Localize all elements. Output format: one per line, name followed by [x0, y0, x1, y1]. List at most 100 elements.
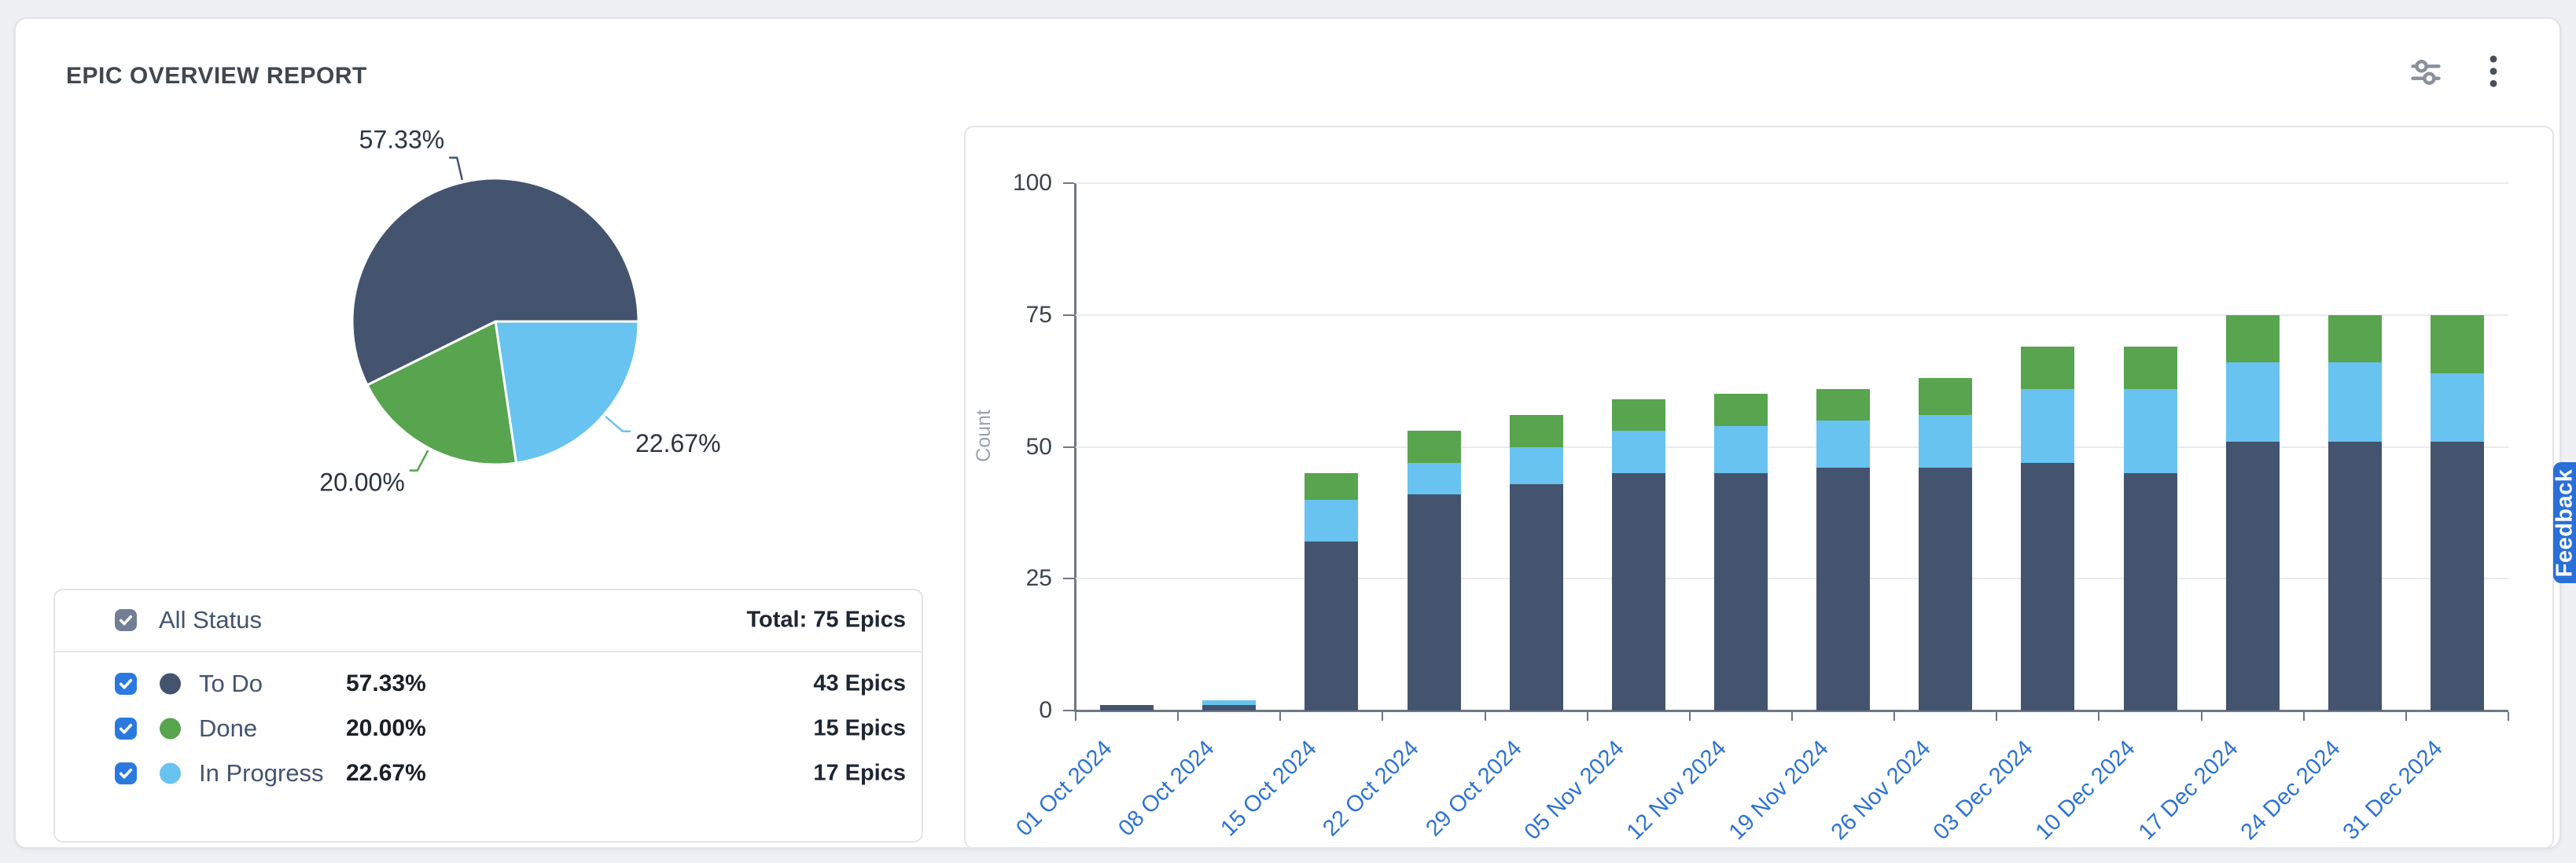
bar-segment-in-progress[interactable] [1509, 446, 1563, 484]
bar-segment-in-progress[interactable] [1919, 415, 1973, 468]
status-checkbox-in-progress[interactable] [115, 762, 137, 784]
y-axis-tick [1063, 578, 1074, 580]
legend-row-to-do[interactable]: To Do 57.33% 43 Epics [55, 661, 922, 706]
bar-segment-done[interactable] [2123, 347, 2177, 389]
feedback-button[interactable]: Feedback [2552, 462, 2576, 583]
feedback-label: Feedback [2552, 468, 2576, 577]
bar-26-nov-2024[interactable] [1919, 378, 1973, 711]
pie-chart: 22.67% 20.00% 57.33% [319, 126, 721, 497]
bar-05-nov-2024[interactable] [1611, 399, 1665, 711]
bar-segment-done[interactable] [1305, 473, 1359, 500]
bar-24-dec-2024[interactable] [2328, 314, 2382, 711]
bar-segment-to-do[interactable] [2225, 441, 2280, 711]
bar-segment-done[interactable] [2225, 314, 2280, 363]
y-axis-tick-label: 25 [1025, 565, 1052, 592]
bar-segment-done[interactable] [1713, 394, 1768, 426]
bar-19-nov-2024[interactable] [1816, 388, 1871, 711]
pie-percent-label: 22.67% [635, 429, 721, 457]
x-axis-tick [1586, 712, 1588, 721]
bar-segment-done[interactable] [1919, 378, 1973, 416]
bar-segment-in-progress[interactable] [1407, 462, 1461, 494]
status-label: To Do [199, 669, 263, 697]
bar-segment-in-progress[interactable] [2328, 362, 2382, 442]
x-axis-tick [1382, 712, 1384, 721]
bar-segment-in-progress[interactable] [1305, 499, 1359, 542]
bar-segment-to-do[interactable] [1611, 473, 1665, 711]
bar-segment-to-do[interactable] [2021, 462, 2075, 711]
check-icon [119, 723, 133, 733]
bar-segment-to-do[interactable] [1509, 483, 1563, 711]
bar-22-oct-2024[interactable] [1407, 431, 1461, 711]
bar-29-oct-2024[interactable] [1509, 415, 1563, 711]
y-axis-tick-label: 50 [1025, 433, 1052, 460]
pie-slice-done[interactable] [365, 319, 518, 466]
bar-15-oct-2024[interactable] [1305, 473, 1359, 711]
bar-08-oct-2024[interactable] [1202, 700, 1257, 711]
bar-segment-done[interactable] [1611, 399, 1665, 432]
status-epics-count: 15 Epics [813, 715, 906, 740]
bar-segment-in-progress[interactable] [1202, 700, 1257, 706]
bar-segment-to-do[interactable] [2430, 441, 2484, 711]
bar-segment-in-progress[interactable] [2021, 388, 2075, 463]
y-axis-tick [1063, 314, 1074, 316]
bar-10-dec-2024[interactable] [2123, 347, 2177, 711]
legend-row-in-progress[interactable]: In Progress 22.67% 17 Epics [55, 751, 922, 795]
all-status-checkbox[interactable] [115, 609, 137, 631]
gridline-y-75 [1076, 314, 2508, 316]
bar-01-oct-2024[interactable] [1100, 705, 1154, 711]
status-label: In Progress [199, 758, 324, 787]
x-axis-tick [2098, 712, 2100, 721]
bar-03-dec-2024[interactable] [2021, 347, 2075, 711]
x-axis-tick [1177, 712, 1179, 721]
bar-17-dec-2024[interactable] [2225, 314, 2280, 711]
y-axis-tick-label: 75 [1025, 301, 1052, 328]
status-percent: 22.67% [346, 759, 426, 786]
status-checkbox-to-do[interactable] [115, 672, 137, 695]
x-axis-tick [1791, 712, 1793, 721]
bar-segment-done[interactable] [2328, 314, 2382, 363]
bar-segment-to-do[interactable] [1202, 705, 1257, 711]
bar-segment-in-progress[interactable] [2225, 362, 2280, 442]
kebab-menu-icon[interactable] [2475, 52, 2512, 93]
bar-segment-done[interactable] [2021, 347, 2075, 389]
bar-segment-to-do[interactable] [2123, 473, 2177, 711]
status-legend-box: All Status Total: 75 Epics To Do 57.33% 43… [53, 589, 923, 843]
bar-segment-in-progress[interactable] [2123, 388, 2177, 474]
pie-slice-to-do[interactable] [351, 177, 640, 387]
bar-segment-in-progress[interactable] [2430, 373, 2484, 442]
x-axis-tick [1996, 712, 1998, 721]
legend-row-done[interactable]: Done 20.00% 15 Epics [55, 706, 922, 751]
pie-slice-in-progress[interactable] [494, 320, 640, 465]
filter-sliders-glyph [2411, 60, 2441, 85]
bar-segment-to-do[interactable] [2328, 441, 2382, 711]
bar-segment-to-do[interactable] [1305, 542, 1359, 711]
bar-segment-done[interactable] [2430, 314, 2484, 373]
x-axis-tick [2200, 712, 2202, 721]
y-axis-line [1074, 183, 1076, 712]
y-axis-tick [1063, 446, 1074, 448]
y-axis-tick [1063, 710, 1074, 711]
filter-sliders-icon[interactable] [2407, 52, 2445, 93]
bar-segment-done[interactable] [1509, 415, 1563, 447]
status-checkbox-done[interactable] [115, 717, 137, 740]
bar-segment-in-progress[interactable] [1611, 431, 1665, 474]
bar-segment-to-do[interactable] [1407, 494, 1461, 711]
bar-31-dec-2024[interactable] [2430, 314, 2484, 711]
check-icon [119, 678, 133, 689]
bar-segment-done[interactable] [1407, 431, 1461, 463]
bar-segment-to-do[interactable] [1713, 473, 1768, 711]
y-axis-tick-label: 0 [1039, 697, 1052, 723]
gridline-y-50 [1076, 446, 2508, 448]
bar-segment-in-progress[interactable] [1816, 420, 1871, 468]
bar-segment-to-do[interactable] [1100, 705, 1154, 711]
bar-segment-done[interactable] [1816, 388, 1871, 420]
all-status-row[interactable]: All Status Total: 75 Epics [55, 590, 922, 651]
y-axis-tick [1063, 182, 1074, 184]
check-glyph [119, 768, 133, 778]
bar-segment-to-do[interactable] [1816, 468, 1871, 711]
x-axis-tick [1075, 712, 1076, 721]
x-axis-tick [2508, 712, 2509, 721]
bar-segment-to-do[interactable] [1919, 468, 1973, 711]
bar-segment-in-progress[interactable] [1713, 425, 1768, 474]
bar-12-nov-2024[interactable] [1713, 394, 1768, 711]
